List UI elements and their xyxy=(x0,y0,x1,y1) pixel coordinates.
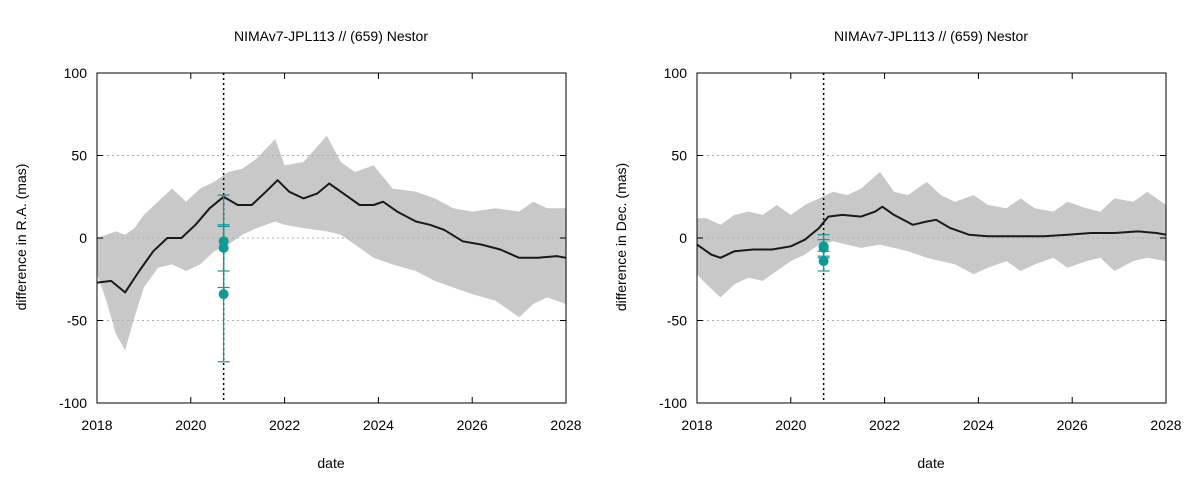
observation-point xyxy=(818,256,829,267)
xtick-label: 2024 xyxy=(363,417,394,433)
chart-title-ra: NIMAv7-JPL113 // (659) Nestor xyxy=(234,28,428,44)
uncertainty-band xyxy=(697,172,1166,298)
xtick-label: 2024 xyxy=(963,417,994,433)
plot-area-dec xyxy=(696,72,1167,404)
chart-title-dec: NIMAv7-JPL113 // (659) Nestor xyxy=(834,28,1028,44)
ytick-label: 0 xyxy=(679,230,687,246)
ylabel-dec: difference in Dec. (mas) xyxy=(613,163,629,311)
panel-ra: NIMAv7-JPL113 // (659) Nestor date diffe… xyxy=(13,28,582,471)
xtick-label: 2018 xyxy=(81,417,112,433)
xtick-label: 2026 xyxy=(457,417,488,433)
observation-point xyxy=(818,242,829,253)
difference-line xyxy=(696,205,1167,259)
ytick-label: -50 xyxy=(667,313,687,329)
ytick-label: -100 xyxy=(659,395,687,411)
plot-area-ra xyxy=(96,72,567,404)
xtick-label: 2022 xyxy=(869,417,900,433)
ticks-dec: -100 -50 0 50 100 2018 2020 2022 2024 2026 2028 xyxy=(659,65,1182,433)
ytick-label: 100 xyxy=(664,65,688,81)
xtick-label: 2020 xyxy=(775,417,806,433)
xlabel-dec: date xyxy=(917,455,944,471)
xtick-label: 2028 xyxy=(1150,417,1181,433)
panel-dec: NIMAv7-JPL113 // (659) Nestor date diffe… xyxy=(613,28,1182,471)
ytick-label: -100 xyxy=(59,395,87,411)
xlabel-ra: date xyxy=(317,455,344,471)
xtick-label: 2022 xyxy=(269,417,300,433)
xtick-label: 2028 xyxy=(550,417,581,433)
ytick-label: 100 xyxy=(64,65,88,81)
xtick-label: 2026 xyxy=(1057,417,1088,433)
ytick-label: -50 xyxy=(67,313,87,329)
xtick-label: 2018 xyxy=(681,417,712,433)
ytick-label: 50 xyxy=(71,148,87,164)
ylabel-ra: difference in R.A. (mas) xyxy=(13,164,29,311)
ticks-ra: -100 -50 0 50 100 2018 2020 2022 2024 2026 2028 xyxy=(59,65,582,433)
ytick-label: 50 xyxy=(671,148,687,164)
uncertainty-band xyxy=(97,135,566,351)
xtick-label: 2020 xyxy=(175,417,206,433)
observation-point xyxy=(218,289,229,300)
difference-line xyxy=(96,179,567,294)
ytick-label: 0 xyxy=(79,230,87,246)
